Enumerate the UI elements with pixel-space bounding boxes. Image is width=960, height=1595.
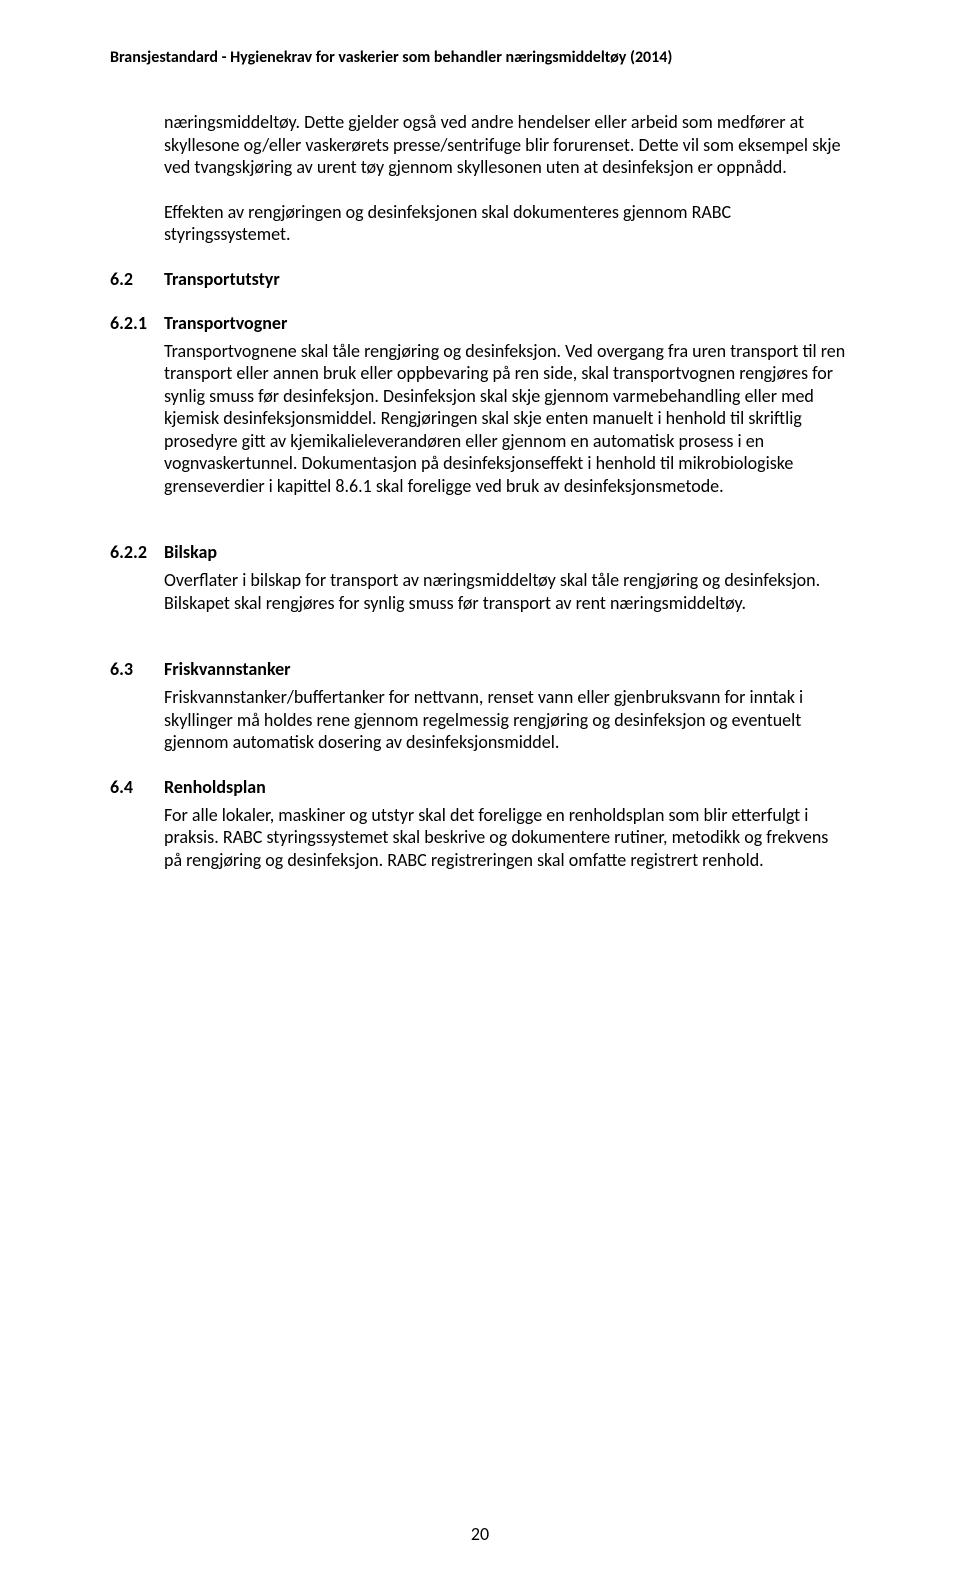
section-number: 6.3 [110,658,164,680]
section-body: Overflater i bilskap for transport av næ… [164,569,850,614]
section-title: Transportvogner [164,312,850,334]
document-page: Bransjestandard - Hygienekrav for vasker… [0,0,960,1595]
section-6-3-body-block: Friskvannstanker/buffertanker for nettva… [164,686,850,754]
section-body: Transportvognene skal tåle rengjøring og… [164,340,850,498]
page-number: 20 [0,1523,960,1545]
section-title: Friskvannstanker [164,658,291,680]
section-6-2-1: 6.2.1 Transportvogner Transportvognene s… [110,312,850,498]
section-number: 6.2 [110,268,164,290]
section-title: Bilskap [164,541,850,563]
section-6-2-2: 6.2.2 Bilskap Overflater i bilskap for t… [110,541,850,614]
intro-paragraph-1: næringsmiddeltøy. Dette gjelder også ved… [164,111,850,179]
section-6-2: 6.2 Transportutstyr [110,268,850,290]
section-number: 6.2.1 [110,312,164,334]
intro-block: næringsmiddeltøy. Dette gjelder også ved… [164,111,850,246]
section-title: Renholdsplan [164,776,850,798]
section-title: Transportutstyr [164,268,280,290]
section-6-3-heading: 6.3 Friskvannstanker [110,658,850,680]
section-number: 6.2.2 [110,541,164,563]
section-number: 6.4 [110,776,164,798]
page-header: Bransjestandard - Hygienekrav for vasker… [110,48,850,67]
section-body: Friskvannstanker/buffertanker for nettva… [164,686,850,754]
section-6-4: 6.4 Renholdsplan For alle lokaler, maski… [110,776,850,872]
intro-paragraph-2: Effekten av rengjøringen og desinfeksjon… [164,201,850,246]
section-body: For alle lokaler, maskiner og utstyr ska… [164,804,850,872]
